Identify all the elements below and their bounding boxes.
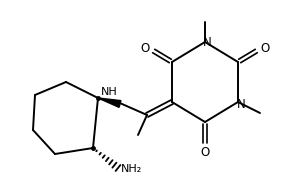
Text: O: O — [140, 42, 150, 55]
Text: O: O — [260, 42, 270, 55]
Text: O: O — [200, 146, 210, 159]
Text: NH₂: NH₂ — [120, 164, 142, 174]
Text: NH: NH — [101, 87, 117, 97]
Text: N: N — [237, 98, 245, 111]
Polygon shape — [98, 98, 121, 107]
Text: N: N — [203, 36, 211, 49]
